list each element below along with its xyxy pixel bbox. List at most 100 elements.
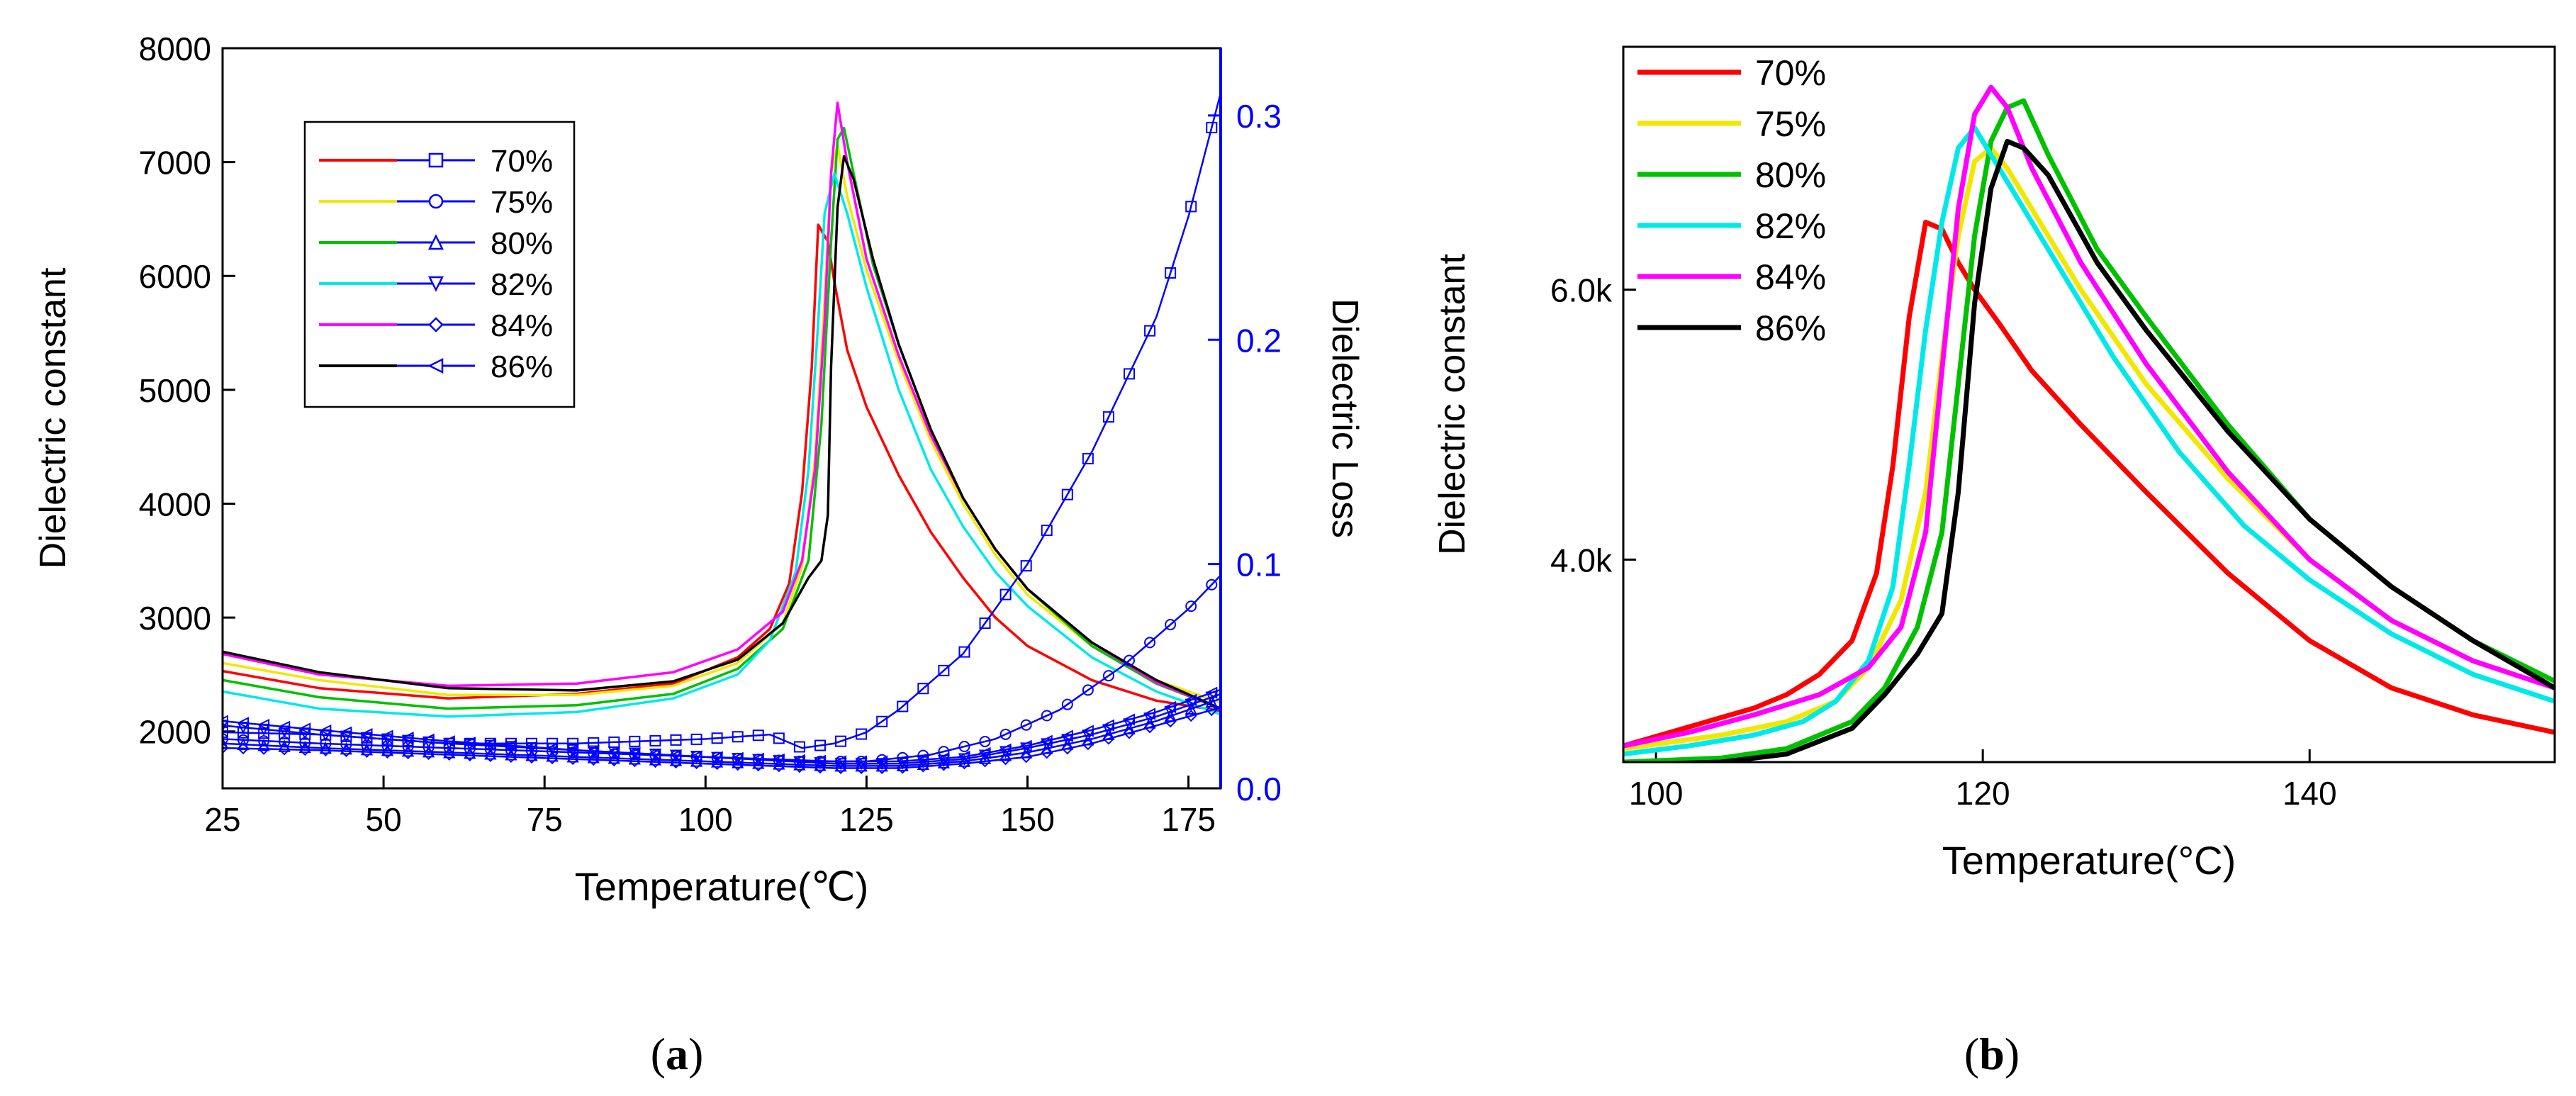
panel-a-data-point xyxy=(999,743,1012,756)
panel-a-data-point xyxy=(896,761,909,774)
panel-a-data-point xyxy=(1164,715,1177,728)
panel-a-data-point xyxy=(1020,560,1032,572)
panel-a-data-point xyxy=(710,751,723,764)
panel-a-y2-tick-label: 0.2 xyxy=(1236,322,1282,359)
panel-a-legend-label: 75% xyxy=(491,185,553,220)
panel-a-data-point xyxy=(793,754,805,766)
panel-a-data-point xyxy=(607,754,620,767)
panel-a-data-point xyxy=(257,742,270,755)
panel-a-data-point xyxy=(1041,710,1053,722)
panel-a-data-point xyxy=(1040,734,1053,747)
panel-a-data-point xyxy=(278,743,291,756)
panel-a-data-point xyxy=(896,755,909,768)
panel-a-x-axis-label: Temperature(℃) xyxy=(575,864,869,909)
panel-a-legend-marker xyxy=(428,194,444,209)
panel-a-data-point xyxy=(875,755,888,768)
panel-a-data-point xyxy=(751,752,764,765)
panel-a-data-point xyxy=(381,746,393,759)
panel-a-data-point xyxy=(649,734,661,746)
panel-a-data-point xyxy=(732,759,744,771)
panel-a-y-tick-label: 8000 xyxy=(139,30,211,67)
panel-a-data-point xyxy=(1061,698,1073,710)
panel-a-y2-tick-label: 0.1 xyxy=(1236,547,1282,583)
panel-a-series xyxy=(223,92,1221,774)
subfigure-label-b: (b) xyxy=(1964,1029,2020,1079)
panel-a-data-point xyxy=(545,742,559,755)
panel-a-data-point xyxy=(711,758,724,771)
panel-a-data-point xyxy=(917,683,929,695)
panel-a-x-tick-label: 75 xyxy=(527,801,563,838)
panel-a-data-point xyxy=(979,735,991,747)
panel-a-data-point xyxy=(237,742,250,755)
panel-a-data-point xyxy=(402,747,415,759)
panel-a-data-point xyxy=(525,741,538,754)
panel-a-y-tick-label: 4000 xyxy=(139,486,211,522)
panel-a-data-point xyxy=(711,732,723,744)
panel-a-data-point xyxy=(525,751,538,764)
panel-a-data-point xyxy=(1185,201,1197,213)
panel-a-data-point xyxy=(958,750,970,764)
panel-a-legend-marker xyxy=(428,152,444,168)
panel-a-data-point xyxy=(587,754,600,766)
panel-a-data-point xyxy=(876,715,888,727)
panel-a-data-point xyxy=(1205,695,1218,708)
panel-a-data-point xyxy=(856,728,868,740)
panel-a-data-point xyxy=(319,724,332,737)
panel-a-data-point xyxy=(670,734,682,746)
panel-a-data-point xyxy=(319,744,332,756)
panel-a-data-point xyxy=(1143,721,1156,734)
panel-a-data-point xyxy=(1163,700,1177,714)
panel-b-plot-frame xyxy=(1622,45,2556,764)
panel-a-data-point xyxy=(223,715,228,727)
panel-a-data-point xyxy=(958,741,970,753)
panel-a-x-tick-label: 150 xyxy=(1000,801,1055,838)
panel-a-data-point xyxy=(732,731,744,743)
panel-a-data-point xyxy=(1185,702,1197,715)
panel-b-x-ticks: 100 120 140 xyxy=(1629,749,2337,812)
panel-a-data-point xyxy=(978,746,991,759)
panel-a-x-tick-label: 50 xyxy=(366,801,402,838)
panel-a-data-point xyxy=(793,761,806,773)
panel-a-data-point xyxy=(1020,751,1033,764)
panel-a-data-point xyxy=(1144,637,1156,649)
panel-a-data-point xyxy=(483,738,496,751)
panel-a-data-point xyxy=(690,750,702,763)
panel-a-data-point xyxy=(690,757,702,770)
panel-a-data-point xyxy=(999,588,1012,600)
panel-a-data-point xyxy=(999,753,1012,766)
panel-a-data-point xyxy=(835,735,847,747)
panel-a-data-point xyxy=(223,742,229,754)
panel-a-data-point xyxy=(772,753,785,766)
panel-a-series-line-86 xyxy=(223,155,1221,710)
panel-a-data-point xyxy=(1205,704,1218,717)
panel-a-data-point xyxy=(1081,725,1094,737)
panel-a-data-point xyxy=(1102,732,1115,745)
panel-a-data-point xyxy=(1123,727,1136,739)
panel-b-series-line-70 xyxy=(1623,220,2555,749)
panel-a-series-line-70loss xyxy=(223,92,1221,749)
panel-a-data-point xyxy=(917,760,929,773)
panel-a-data-point xyxy=(793,741,805,753)
panel-a-data-point xyxy=(979,755,991,768)
panel-a-data-point xyxy=(586,744,600,758)
panel-a-data-point xyxy=(257,718,270,732)
panel-a-data-point xyxy=(629,735,641,747)
panel-a-x-ticks: 25 50 75 100 125 150 175 xyxy=(204,776,1216,838)
panel-a-data-point xyxy=(938,664,950,676)
panel-a-y2-axis-label: Dielectric Loss xyxy=(1324,298,1365,538)
panel-a-legend-marker xyxy=(427,234,444,250)
panel-a-data-point xyxy=(752,729,764,742)
panel-a-data-point xyxy=(937,759,950,771)
panel-a-legend-label: 82% xyxy=(491,267,553,302)
panel-a-data-point xyxy=(1165,619,1177,631)
panel-a-data-point xyxy=(979,617,991,630)
panel-a-data-point xyxy=(813,754,826,767)
panel-a-data-point xyxy=(566,753,579,766)
panel-a-data-point xyxy=(360,727,373,741)
panel-a-data-point xyxy=(834,755,847,768)
panel-a-data-point xyxy=(937,751,950,765)
panel-a-data-point xyxy=(340,726,352,739)
panel-a-data-point xyxy=(223,737,229,749)
